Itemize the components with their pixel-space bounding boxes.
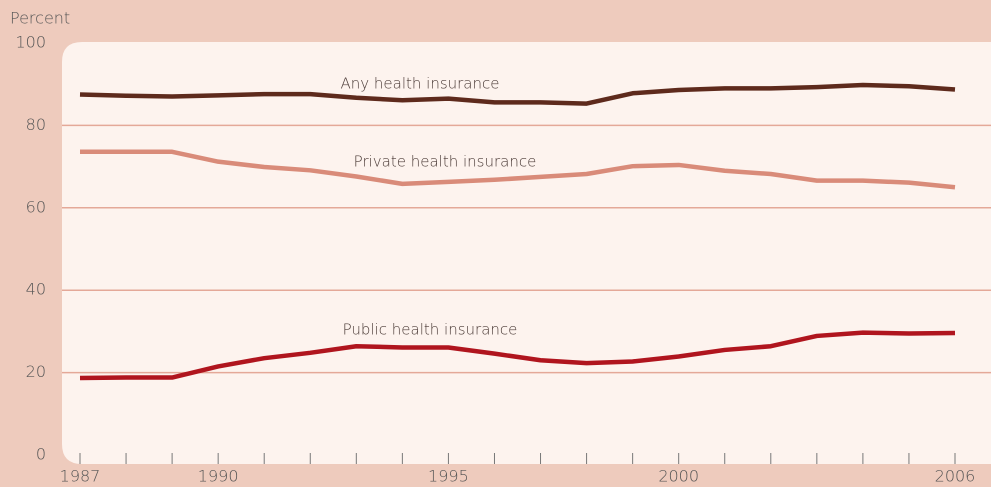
y-tick-label: 100 — [15, 33, 46, 52]
series-line — [80, 149, 956, 190]
x-tick-label: 1995 — [428, 467, 469, 486]
x-tick-label: 1990 — [198, 467, 239, 486]
plot-area — [62, 42, 991, 464]
x-tick-label: 1987 — [60, 467, 101, 486]
y-tick-label: 80 — [26, 115, 46, 134]
y-tick-label: 20 — [26, 362, 46, 381]
series-line — [79, 330, 956, 381]
series-label: Any health insurance — [340, 75, 499, 93]
y-tick-label: 0 — [36, 445, 46, 464]
y-axis-label: Percent — [10, 9, 70, 28]
y-tick-label: 40 — [26, 280, 46, 299]
x-tick-label: 2006 — [935, 467, 976, 486]
y-tick-label: 60 — [26, 197, 46, 216]
series-line — [79, 82, 956, 106]
series-label: Public health insurance — [343, 321, 518, 339]
series-label: Private health insurance — [354, 153, 537, 171]
x-tick-label: 2000 — [658, 467, 699, 486]
